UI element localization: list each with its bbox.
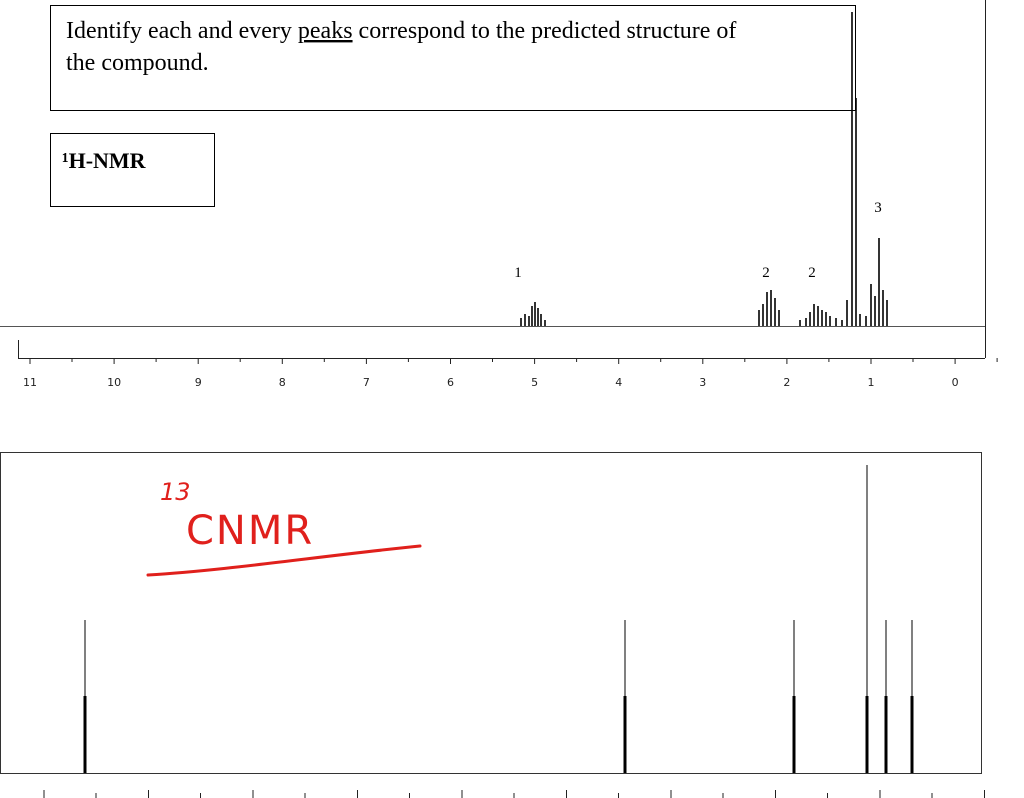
axis-label: 4 <box>615 376 622 389</box>
peak-label: 2 <box>808 265 816 281</box>
question-line-2: the compound. <box>66 50 209 76</box>
annotation-text: CNMR <box>186 508 314 554</box>
peak-label: 2 <box>762 265 770 281</box>
question-line-1: Identify each and every peaks correspond… <box>66 18 736 44</box>
peak-label: 1 <box>514 265 522 281</box>
c-nmr-peaks <box>83 465 914 773</box>
axis-label: 3 <box>699 376 706 389</box>
axis-label: 7 <box>363 376 370 389</box>
axis-label: 2 <box>783 376 790 389</box>
axis-label: 1 <box>868 376 875 389</box>
annotation-superscript: 13 <box>160 478 191 506</box>
axis-label: 5 <box>531 376 538 389</box>
underlined-word: peaks <box>298 18 353 44</box>
axis-label: 6 <box>447 376 454 389</box>
h-nmr-axis-ticks: 11 10 9 8 7 6 5 4 3 2 1 0 <box>23 358 998 389</box>
h-nmr-label-box <box>50 133 215 207</box>
axis-label: 10 <box>107 376 121 389</box>
axis-label: 0 <box>952 376 959 389</box>
c-nmr-axis-ticks <box>43 790 985 798</box>
annotation-underline <box>146 544 422 577</box>
h-nmr-peaks: 1 2 2 3 <box>514 12 888 326</box>
axis-label: 11 <box>23 376 37 389</box>
c-nmr-frame <box>0 452 982 774</box>
question-text: Identify each and every peaks correspond… <box>66 18 742 76</box>
axis-label: 8 <box>279 376 286 389</box>
peak-label: 3 <box>874 200 882 216</box>
axis-label: 9 <box>195 376 202 389</box>
h-nmr-label: ¹H-NMR <box>62 148 147 173</box>
question-box <box>50 5 856 111</box>
